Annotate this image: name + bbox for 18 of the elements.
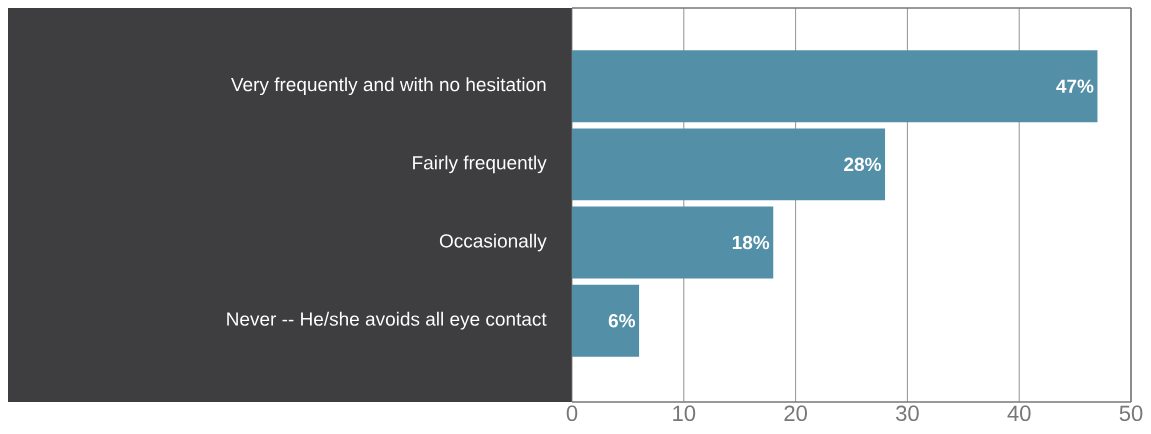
x-tick-label: 30 — [896, 405, 919, 422]
x-tick-label: 10 — [673, 405, 696, 422]
bar — [572, 50, 1098, 123]
bar — [572, 206, 774, 279]
bar — [572, 128, 886, 201]
x-tick-label: 50 — [1119, 405, 1143, 422]
data-label: 28% — [844, 157, 881, 172]
x-tick-label: 0 — [566, 405, 578, 422]
x-tick-label: 20 — [784, 405, 807, 422]
y-tick-label: Very frequently and with no hesitation — [231, 77, 546, 96]
bar — [572, 284, 640, 357]
data-label: 18% — [732, 235, 770, 250]
x-tick-label: 40 — [1007, 405, 1031, 422]
y-tick-label: Never -- He/she avoids all eye contact — [227, 311, 547, 330]
data-label: 6% — [608, 313, 636, 328]
y-tick-label: Fairly frequently — [413, 155, 547, 174]
data-label: 47% — [1056, 79, 1094, 93]
y-tick-label: Occasionally — [439, 233, 547, 252]
